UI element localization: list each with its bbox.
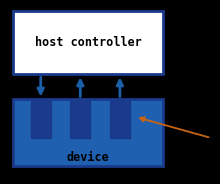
Bar [70,99,90,138]
Bar [13,99,163,166]
Bar [110,99,130,138]
Bar [13,11,163,74]
Text: host controller: host controller [35,36,141,49]
Text: device: device [67,151,109,164]
Bar [31,99,51,138]
